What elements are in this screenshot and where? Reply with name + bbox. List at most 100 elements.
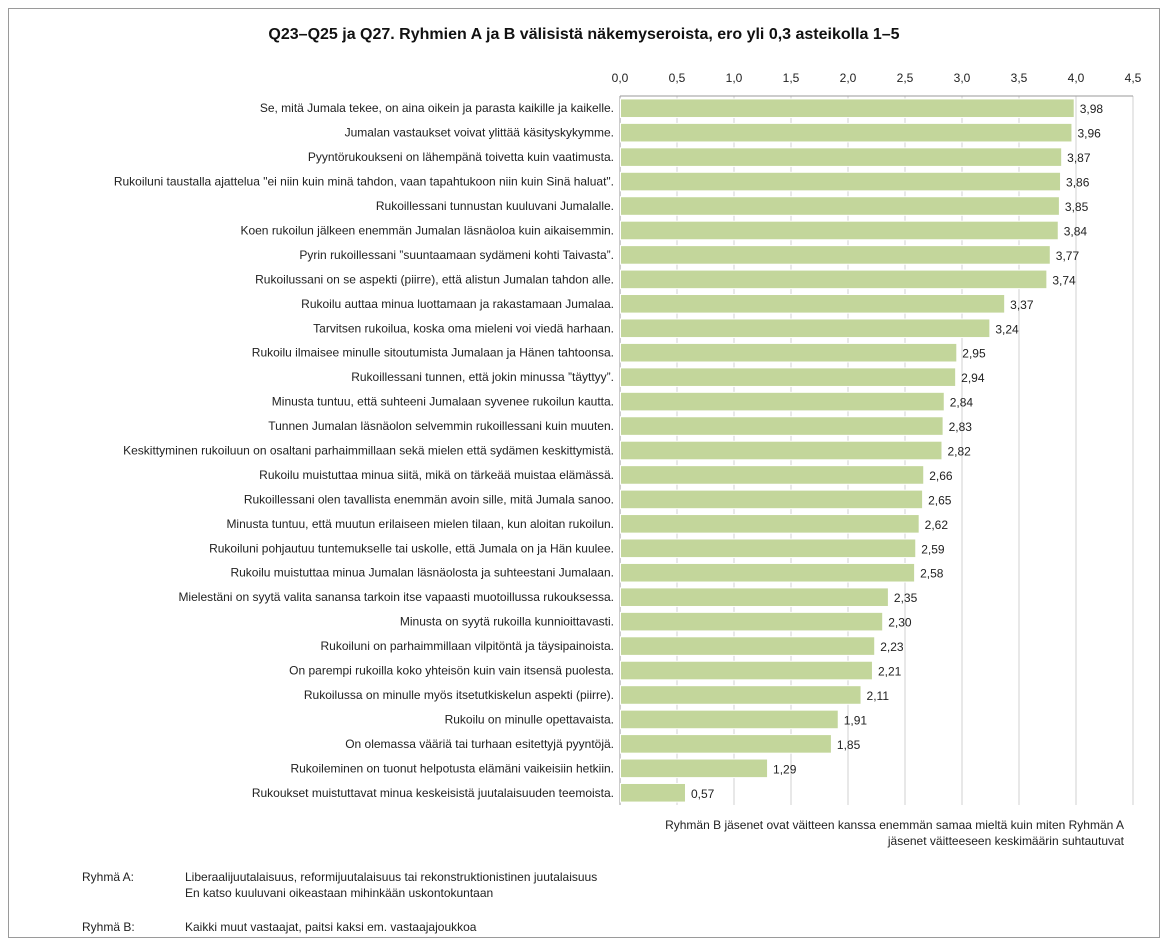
bar bbox=[620, 514, 920, 534]
x-tick-label: 4,0 bbox=[1068, 71, 1085, 85]
legend-group-b-key: Ryhmä B: bbox=[82, 920, 135, 934]
category-label: Rukoiluni taustalla ajattelua "ei niin k… bbox=[114, 175, 614, 189]
data-label: 1,29 bbox=[773, 762, 797, 776]
bar bbox=[620, 465, 925, 485]
bar bbox=[620, 587, 889, 607]
category-label: Minusta tuntuu, että muutun erilaiseen m… bbox=[226, 517, 614, 531]
data-label: 2,59 bbox=[921, 542, 945, 556]
data-label: 2,82 bbox=[947, 445, 971, 459]
data-label: 2,95 bbox=[962, 347, 986, 361]
legend-group-b-description: Kaikki muut vastaajat, paitsi kaksi em. … bbox=[185, 919, 885, 935]
category-label: Jumalan vastaukset voivat ylittää käsity… bbox=[345, 126, 614, 140]
category-label: Rukoillessani tunnen, että jokin minussa… bbox=[351, 370, 614, 384]
category-label: Keskittyminen rukoiluun on osaltani parh… bbox=[123, 444, 614, 458]
category-label: Rukoilu muistuttaa minua Jumalan läsnäol… bbox=[230, 566, 614, 580]
bar bbox=[620, 196, 1060, 216]
data-label: 3,24 bbox=[995, 322, 1019, 336]
bar bbox=[620, 709, 839, 730]
bar bbox=[620, 782, 686, 803]
category-label: Koen rukoilun jälkeen enemmän Jumalan lä… bbox=[240, 223, 614, 237]
category-label: Rukoukset muistuttavat minua keskeisistä… bbox=[252, 786, 614, 800]
data-label: 3,74 bbox=[1052, 273, 1076, 287]
data-label: 0,57 bbox=[691, 787, 715, 801]
chart-note: Ryhmän B jäsenet ovat väitteen kanssa en… bbox=[564, 817, 1124, 849]
chart-title: Q23–Q25 ja Q27. Ryhmien A ja B välisistä… bbox=[268, 26, 900, 43]
data-label: 2,30 bbox=[888, 616, 912, 630]
category-label: Rukoiluni on parhaimmillaan vilpitöntä j… bbox=[321, 639, 615, 653]
category-label: Rukoiluni pohjautuu tuntemukselle tai us… bbox=[209, 541, 614, 555]
legend-group-a-description: Liberaalijuutalaisuus, reformijuutalaisu… bbox=[185, 869, 885, 901]
x-tick-label: 0,0 bbox=[612, 71, 629, 85]
legend-group-a-line-1: Liberaalijuutalaisuus, reformijuutalaisu… bbox=[185, 870, 598, 884]
chart-note-line-2: jäsenet väitteeseen keskimäärin suhtautu… bbox=[887, 834, 1124, 848]
category-label: Rukoileminen on tuonut helpotusta elämän… bbox=[290, 761, 614, 775]
category-label: Se, mitä Jumala tekee, on aina oikein ja… bbox=[260, 101, 614, 115]
bar bbox=[620, 147, 1063, 167]
data-label: 2,35 bbox=[894, 591, 918, 605]
data-label: 2,84 bbox=[950, 396, 974, 410]
data-label: 2,94 bbox=[961, 371, 985, 385]
x-tick-label: 3,5 bbox=[1011, 71, 1028, 85]
data-label: 3,86 bbox=[1066, 176, 1090, 190]
bar bbox=[620, 636, 876, 656]
category-label: Tunnen Jumalan läsnäolon selvemmin rukoi… bbox=[268, 419, 614, 433]
bar bbox=[620, 685, 862, 705]
bar bbox=[620, 489, 924, 510]
category-label: On parempi rukoilla koko yhteisön kuin v… bbox=[289, 664, 614, 678]
bar bbox=[620, 416, 944, 436]
legend-group-a-key: Ryhmä A: bbox=[82, 870, 135, 884]
bar bbox=[620, 269, 1048, 290]
bar bbox=[620, 440, 943, 461]
bar bbox=[620, 342, 958, 363]
data-label: 2,83 bbox=[949, 420, 973, 434]
category-label: Minusta tuntuu, että suhteeni Jumalaan s… bbox=[272, 395, 614, 409]
data-label: 1,85 bbox=[837, 738, 861, 752]
bar bbox=[620, 98, 1075, 119]
x-tick-label: 2,5 bbox=[897, 71, 914, 85]
category-label: Rukoilu on minulle opettavaista. bbox=[445, 712, 614, 726]
data-label: 3,85 bbox=[1065, 200, 1089, 214]
data-label: 1,91 bbox=[844, 713, 868, 727]
bar bbox=[620, 220, 1059, 241]
data-label: 3,87 bbox=[1067, 151, 1091, 165]
data-label: 3,77 bbox=[1056, 249, 1080, 263]
bar bbox=[620, 758, 769, 779]
data-label: 2,62 bbox=[925, 518, 949, 532]
bar bbox=[620, 611, 884, 632]
bar bbox=[620, 538, 917, 559]
category-label: Minusta on syytä rukoilla kunnioittavast… bbox=[400, 615, 614, 629]
bar bbox=[620, 245, 1051, 265]
bar bbox=[620, 367, 957, 387]
data-label: 3,84 bbox=[1064, 224, 1088, 238]
bar bbox=[620, 734, 832, 754]
data-label: 2,11 bbox=[867, 689, 890, 703]
data-label: 2,21 bbox=[878, 665, 902, 679]
bar bbox=[620, 294, 1006, 314]
category-label: Pyyntörukoukseni on lähempänä toivetta k… bbox=[308, 150, 614, 164]
category-label: Rukoilu ilmaisee minulle sitoutumista Ju… bbox=[252, 346, 614, 360]
x-tick-label: 1,0 bbox=[726, 71, 743, 85]
category-label: On olemassa vääriä tai turhaan esitettyj… bbox=[345, 737, 614, 751]
category-label: Rukoillessani tunnustan kuuluvani Jumala… bbox=[376, 199, 614, 213]
data-label: 3,37 bbox=[1010, 298, 1034, 312]
x-tick-label: 4,5 bbox=[1125, 71, 1142, 85]
bar bbox=[620, 122, 1073, 143]
data-label: 2,66 bbox=[929, 469, 953, 483]
data-label: 2,23 bbox=[880, 640, 904, 654]
category-label: Rukoilussa on minulle myös itsetutkiskel… bbox=[304, 688, 614, 702]
x-tick-label: 1,5 bbox=[783, 71, 800, 85]
category-label: Rukoilu auttaa minua luottamaan ja rakas… bbox=[301, 297, 614, 311]
bar bbox=[620, 660, 873, 681]
category-label: Tarvitsen rukoilua, koska oma mieleni vo… bbox=[313, 321, 614, 335]
chart-note-line-1: Ryhmän B jäsenet ovat väitteen kanssa en… bbox=[665, 818, 1124, 832]
category-label: Mielestäni on syytä valita sanansa tarko… bbox=[178, 590, 614, 604]
data-label: 2,65 bbox=[928, 493, 952, 507]
data-label: 3,98 bbox=[1080, 102, 1104, 116]
category-label: Pyrin rukoillessani ”suuntaamaan sydämen… bbox=[299, 248, 614, 262]
x-tick-label: 0,5 bbox=[669, 71, 686, 85]
bar bbox=[620, 562, 916, 583]
category-label: Rukoillessani olen tavallista enemmän av… bbox=[244, 492, 614, 506]
legend-group-b-line-1: Kaikki muut vastaajat, paitsi kaksi em. … bbox=[185, 920, 477, 934]
x-tick-label: 2,0 bbox=[840, 71, 857, 85]
bar bbox=[620, 318, 991, 339]
